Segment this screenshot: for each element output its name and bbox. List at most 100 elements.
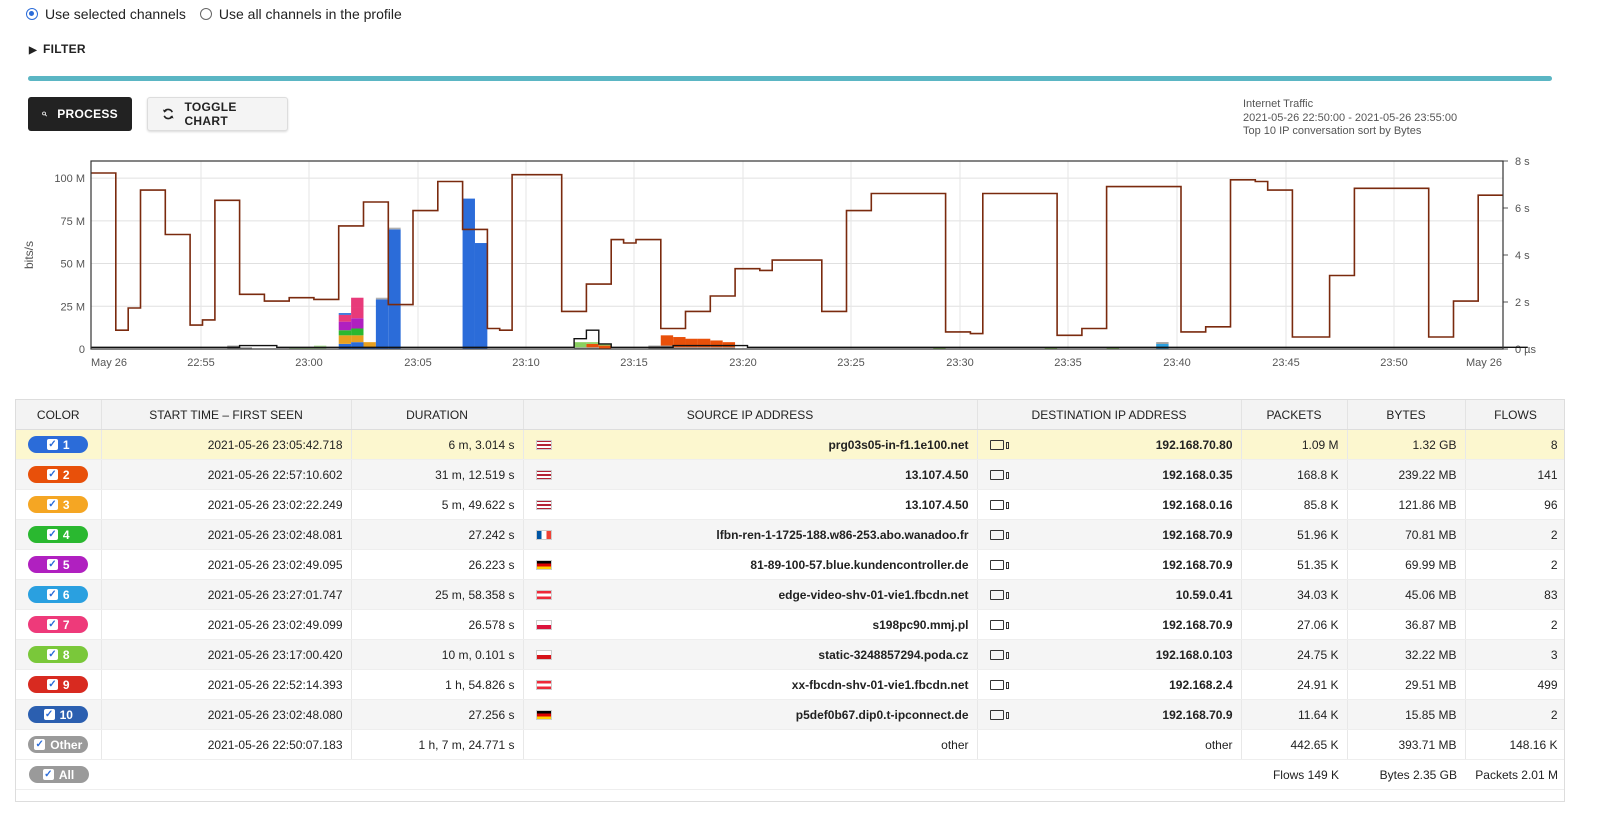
chart-bar-segment xyxy=(722,342,736,348)
country-flag-icon xyxy=(535,499,552,510)
color-cell: ✓ 5 xyxy=(16,549,102,580)
series-toggle-chip[interactable]: ✓ 10 xyxy=(28,706,89,723)
checkmark-icon[interactable]: ✓ xyxy=(46,649,58,660)
checkmark-icon[interactable]: ✓ xyxy=(46,469,58,480)
checkmark-icon[interactable]: ✓ xyxy=(46,559,58,570)
destination-ip-text[interactable]: 192.168.2.4 xyxy=(1169,677,1233,692)
table-row-other[interactable]: ✓ Other 2021-05-26 22:50:07.183 1 h, 7 m, 2… xyxy=(16,729,1564,760)
chart-bar-segment xyxy=(375,297,389,300)
source-ip-text[interactable]: static-3248857294.poda.cz xyxy=(818,647,969,662)
destination-ip-text[interactable]: 10.59.0.41 xyxy=(1175,587,1233,602)
checkmark-icon[interactable]: ✓ xyxy=(46,439,58,450)
chart-bar-segment xyxy=(697,347,711,349)
source-ip-text[interactable]: 13.107.4.50 xyxy=(905,497,969,512)
series-line-brown xyxy=(91,172,1503,338)
col-header-source-ip[interactable]: SOURCE IP ADDRESS xyxy=(523,400,978,430)
checkmark-icon[interactable]: ✓ xyxy=(46,589,58,600)
source-ip-text[interactable]: prg03s05-in-f1.1e100.net xyxy=(828,437,969,452)
series-toggle-chip[interactable]: ✓ 1 xyxy=(28,436,89,453)
series-toggle-chip[interactable]: ✓ 3 xyxy=(28,496,89,513)
destination-ip-text[interactable]: 192.168.70.9 xyxy=(1162,527,1233,542)
process-button[interactable]: PROCESS xyxy=(28,97,132,131)
destination-ip-text[interactable]: 192.168.70.9 xyxy=(1162,617,1233,632)
series-toggle-chip[interactable]: ✓ 7 xyxy=(28,616,89,633)
checkmark-icon[interactable]: ✓ xyxy=(42,769,54,780)
table-row[interactable]: ✓ 8 2021-05-26 23:17:00.420 10 m, 0.101 s st… xyxy=(16,639,1564,670)
table-row[interactable]: ✓ 9 2021-05-26 22:52:14.393 1 h, 54.826 s xx… xyxy=(16,669,1564,700)
series-toggle-chip[interactable]: ✓ 4 xyxy=(28,526,89,543)
col-header-color[interactable]: COLOR xyxy=(16,400,102,430)
source-ip-text[interactable]: 81-89-100-57.blue.kundencontroller.de xyxy=(750,557,969,572)
table-row[interactable]: ✓ 5 2021-05-26 23:02:49.095 26.223 s 81-89-1… xyxy=(16,549,1564,580)
country-flag-icon xyxy=(535,619,552,630)
source-ip-text[interactable]: edge-video-shv-01-vie1.fbcdn.net xyxy=(778,587,969,602)
table-row[interactable]: ✓ 3 2021-05-26 23:02:22.249 5 m, 49.622 s 13… xyxy=(16,489,1564,520)
chart-bar-segment xyxy=(1044,347,1058,349)
country-flag-icon xyxy=(535,589,552,600)
process-button-label: PROCESS xyxy=(57,107,118,121)
source-ip-text[interactable]: s198pc90.mmj.pl xyxy=(872,617,969,632)
source-ip-text[interactable]: 13.107.4.50 xyxy=(905,467,969,482)
table-row[interactable]: ✓ 10 2021-05-26 23:02:48.080 27.256 s p5def0… xyxy=(16,699,1564,730)
checkmark-icon[interactable]: ✓ xyxy=(43,709,55,720)
table-row[interactable]: ✓ 1 2021-05-26 23:05:42.718 6 m, 3.014 s prg… xyxy=(16,429,1564,460)
checkmark-icon[interactable]: ✓ xyxy=(46,529,58,540)
radio-dot-selected[interactable] xyxy=(26,8,38,20)
chart-bar-segment xyxy=(388,227,401,230)
radio-use-all-channels[interactable]: Use all channels in the profile xyxy=(199,6,402,22)
destination-ip-cell: 192.168.70.80 xyxy=(977,429,1242,460)
source-ip-text[interactable]: xx-fbcdn-shv-01-vie1.fbcdn.net xyxy=(791,677,969,692)
col-header-packets[interactable]: PACKETS xyxy=(1241,400,1348,430)
chart-bar-segment xyxy=(586,342,599,344)
series-toggle-chip[interactable]: ✓ 9 xyxy=(28,676,89,693)
col-header-duration[interactable]: DURATION xyxy=(351,400,524,430)
source-ip-text[interactable]: lfbn-ren-1-1725-188.w86-253.abo.wanadoo.… xyxy=(716,527,969,542)
chart-bar-segment xyxy=(598,343,612,346)
series-number: 6 xyxy=(62,587,70,602)
chart-bar-segment xyxy=(710,340,723,348)
destination-ip-text[interactable]: 192.168.70.80 xyxy=(1155,437,1233,452)
filter-toggle[interactable]: ▶ FILTER xyxy=(29,42,86,56)
destination-ip-text[interactable]: 192.168.0.35 xyxy=(1162,467,1233,482)
series-toggle-chip[interactable]: ✓ 5 xyxy=(28,556,89,573)
source-ip-cell: 13.107.4.50 xyxy=(523,489,978,520)
destination-ip-cell: 192.168.70.9 xyxy=(977,549,1242,580)
color-cell: ✓ 1 xyxy=(16,429,102,460)
series-toggle-chip[interactable]: ✓ 6 xyxy=(28,586,89,603)
destination-ip-text[interactable]: 192.168.70.9 xyxy=(1162,557,1233,572)
series-toggle-chip[interactable]: ✓ 8 xyxy=(28,646,89,663)
destination-ip-text[interactable]: 192.168.0.103 xyxy=(1155,647,1233,662)
source-ip-text[interactable]: p5def0b67.dip0.t-ipconnect.de xyxy=(795,707,969,722)
packets-cell: 11.64 K xyxy=(1241,699,1348,730)
destination-ip-text[interactable]: 192.168.0.16 xyxy=(1162,497,1233,512)
destination-ip-cell: 192.168.70.9 xyxy=(977,609,1242,640)
radio-dot-all[interactable] xyxy=(199,8,212,20)
destination-ip-text[interactable]: 192.168.70.9 xyxy=(1162,707,1233,722)
table-row[interactable]: ✓ 4 2021-05-26 23:02:48.081 27.242 s lfbn-re… xyxy=(16,519,1564,550)
duration-cell: 31 m, 12.519 s xyxy=(351,459,524,490)
toggle-chart-button[interactable]: TOGGLE CHART xyxy=(147,97,288,131)
col-header-bytes[interactable]: BYTES xyxy=(1347,400,1466,430)
x-tick-label: 23:35 xyxy=(1054,357,1082,369)
col-header-flows[interactable]: FLOWS xyxy=(1465,400,1564,430)
x-tick-label: 23:20 xyxy=(729,357,757,369)
y2-tick-label: 0 µs xyxy=(1515,344,1537,356)
series-toggle-chip[interactable]: ✓ 2 xyxy=(28,466,89,483)
col-header-start-time[interactable]: START TIME – FIRST SEEN xyxy=(101,400,352,430)
checkmark-icon[interactable]: ✓ xyxy=(46,499,58,510)
color-cell: ✓ 8 xyxy=(16,639,102,670)
radio-use-selected-channels[interactable]: Use selected channels xyxy=(26,6,186,22)
checkmark-icon[interactable]: ✓ xyxy=(34,739,46,750)
col-header-destination-ip[interactable]: DESTINATION IP ADDRESS xyxy=(977,400,1242,430)
table-header-row: COLOR START TIME – FIRST SEEN DURATION S… xyxy=(16,400,1564,430)
checkmark-icon[interactable]: ✓ xyxy=(46,619,58,630)
all-toggle-chip[interactable]: ✓ All xyxy=(28,766,89,783)
duration-cell: 27.242 s xyxy=(351,519,524,550)
flows-cell: 499 xyxy=(1465,669,1564,700)
table-row[interactable]: ✓ 7 2021-05-26 23:02:49.099 26.578 s s198pc9… xyxy=(16,609,1564,640)
checkmark-icon[interactable]: ✓ xyxy=(46,679,58,690)
other-toggle-chip[interactable]: ✓ Other xyxy=(28,736,89,753)
country-flag-icon xyxy=(535,529,552,540)
